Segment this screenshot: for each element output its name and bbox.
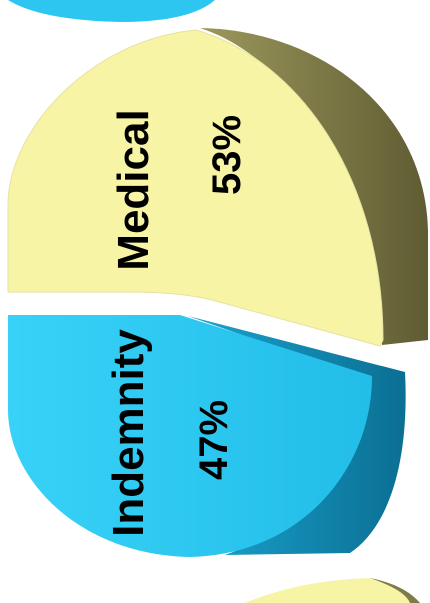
adjacent-pie-fragment-bottom-side (370, 578, 420, 603)
indemnity-category-label: Indemnity (104, 329, 153, 537)
medical-category-label: Medical (109, 109, 158, 270)
indemnity-value-label: 47% (192, 400, 236, 480)
adjacent-pie-fragment-top (8, 0, 215, 22)
medical-value-label: 53% (205, 115, 249, 195)
medical-slice (7, 29, 384, 347)
indemnity-slice (8, 315, 372, 557)
indemnity-slice-side (188, 316, 406, 555)
adjacent-pie-fragment-bottom (245, 578, 410, 603)
medical-slice-side (200, 28, 428, 345)
